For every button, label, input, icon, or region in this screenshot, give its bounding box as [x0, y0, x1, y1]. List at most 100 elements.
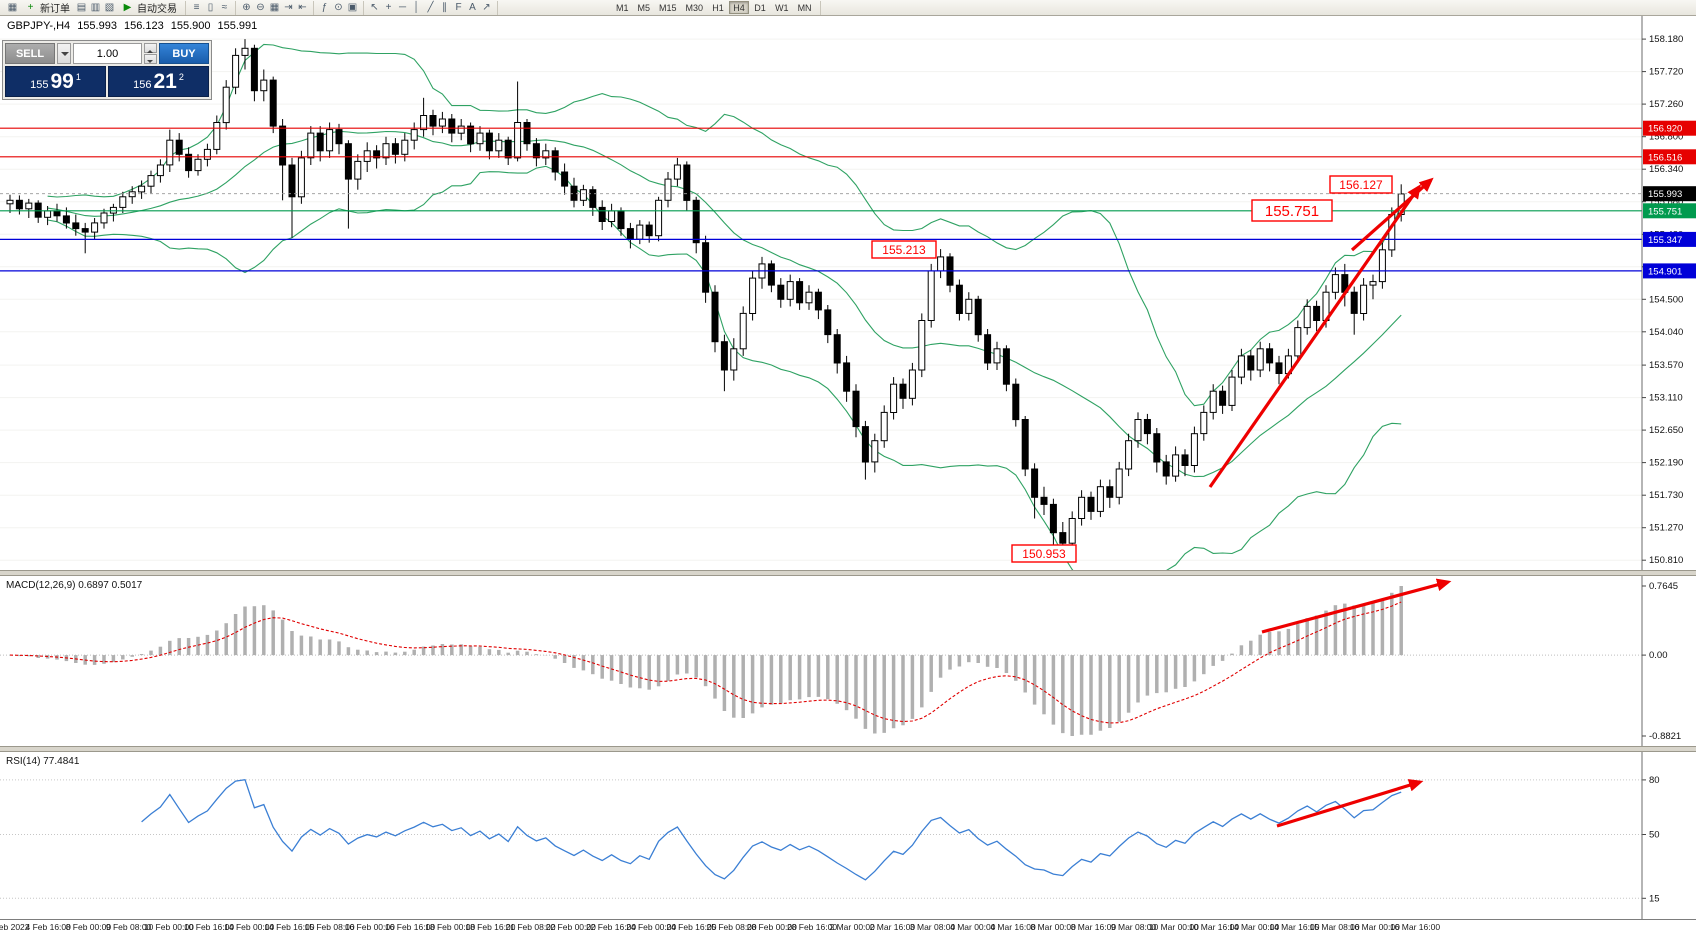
- trend-arrow[interactable]: [1276, 779, 1424, 828]
- price-axis-label: 154.040: [1649, 327, 1683, 338]
- pane-separator[interactable]: [0, 746, 1696, 752]
- chart-shift-icon[interactable]: ⇤: [296, 1, 309, 14]
- time-axis-label: 22 Feb 00:00: [545, 922, 596, 932]
- timeframe-m5[interactable]: M5: [634, 1, 655, 14]
- time-axis-label: 14 Mar 16:00: [1269, 922, 1320, 932]
- crosshair-icon[interactable]: +: [382, 1, 395, 14]
- pane-separator[interactable]: [0, 570, 1696, 576]
- volume-stepper: [144, 43, 157, 64]
- toolbar: ▦ + 新订单 ▤ ▥ ▧ ▶ 自动交易 ≡ ▯ ≈ ⊕ ⊖ ▦ ⇥ ⇤ ƒ ⊙ ▣ ↖ + ─ │ ╱ ∥ F A ↗ M1 M5 M15…: [0, 0, 1696, 16]
- macd-signal-line: [9, 601, 1402, 724]
- macd-panel[interactable]: 0.7645 0.00 -0.8821: [0, 576, 1696, 746]
- timeframe-m1[interactable]: M1: [612, 1, 633, 14]
- time-axis-label: 2 Mar 16:00: [869, 922, 916, 932]
- time-axis-label: 14 Mar 00:00: [1229, 922, 1280, 932]
- timeframe-m30[interactable]: M30: [682, 1, 708, 14]
- data-window-icon[interactable]: ▥: [90, 2, 101, 13]
- order-type-dropdown[interactable]: [57, 43, 71, 64]
- price-axis-label: 156.800: [1649, 132, 1683, 143]
- rsi-panel[interactable]: 80 50 15: [0, 752, 1696, 919]
- chart-ohlc-header: GBPJPY-,H4 155.993 156.123 155.900 155.9…: [7, 20, 257, 32]
- auto-scroll-icon[interactable]: ⇥: [282, 1, 295, 14]
- fibonacci-icon[interactable]: F: [452, 1, 465, 14]
- horizontal-line-icon[interactable]: ─: [396, 1, 409, 14]
- time-axis-label: 14 Feb 00:00: [224, 922, 275, 932]
- main-price-chart[interactable]: 158.180 157.720 157.260 156.800 156.340 155.8…: [0, 16, 1696, 570]
- trend-arrow[interactable]: [1261, 578, 1452, 634]
- chart-window-icon[interactable]: ▦: [7, 2, 18, 13]
- time-axis-label: 16 Feb 00:00: [344, 922, 395, 932]
- ask-pips: 21: [153, 70, 177, 93]
- toolbar-group-zoom: ⊕ ⊖ ▦ ⇥ ⇤: [236, 0, 314, 15]
- price-axis-label: 152.190: [1649, 458, 1683, 469]
- candlestick-chart-icon[interactable]: ▯: [204, 1, 217, 14]
- zoom-out-icon[interactable]: ⊖: [254, 1, 267, 14]
- buy-button[interactable]: BUY: [159, 43, 209, 64]
- time-axis-label: 16 Feb 16:00: [384, 922, 436, 932]
- time-axis-label: 16 Mar 16:00: [1389, 922, 1441, 932]
- close-value: 155.991: [217, 20, 258, 32]
- toolbar-group-tools: ƒ ⊙ ▣: [314, 0, 364, 15]
- time-axis-label: 16 Mar 00:00: [1349, 922, 1400, 932]
- timeframe-h4[interactable]: H4: [729, 1, 750, 14]
- timeframe-m15[interactable]: M15: [655, 1, 681, 14]
- line-chart-icon[interactable]: ≈: [218, 1, 231, 14]
- time-axis-label: 15 Feb 08:00: [304, 922, 355, 932]
- cursor-icon[interactable]: ↖: [368, 1, 381, 14]
- toolbar-group-timeframes: M1 M5 M15 M30 H1 H4 D1 W1 MN: [608, 0, 821, 15]
- open-value: 155.993: [77, 20, 117, 32]
- macd-axis-label: -0.8821: [1649, 731, 1681, 742]
- timeframe-d1[interactable]: D1: [750, 1, 770, 14]
- sell-button[interactable]: SELL: [5, 43, 55, 64]
- navigator-icon[interactable]: ▧: [104, 2, 115, 13]
- price-annotation-text: 155.213: [882, 243, 926, 257]
- arrows-icon[interactable]: ↗: [480, 1, 493, 14]
- high-value: 156.123: [123, 20, 164, 32]
- periods-icon[interactable]: ⊙: [332, 1, 345, 14]
- volume-down-button[interactable]: [144, 54, 157, 64]
- price-annotation[interactable]: [1329, 175, 1393, 194]
- trendline-icon[interactable]: ╱: [424, 1, 437, 14]
- time-axis-label: 14 Feb 16:00: [264, 922, 315, 932]
- templates-icon[interactable]: ▣: [347, 2, 358, 13]
- auto-trading-button-label: 自动交易: [137, 4, 177, 15]
- time-axis-label: 4 Feb 2022: [0, 922, 30, 932]
- toolbar-group-file: ▦ + 新订单 ▤ ▥ ▧ ▶ 自动交易: [2, 0, 186, 15]
- bollinger-band-line: [47, 43, 1402, 407]
- new-order-icon: +: [27, 2, 34, 13]
- timeframe-h1[interactable]: H1: [708, 1, 728, 14]
- price-axis-label: 151.730: [1649, 490, 1683, 501]
- trend-arrow[interactable]: [1208, 184, 1422, 488]
- indicators-icon[interactable]: ƒ: [318, 1, 331, 14]
- price-annotation[interactable]: [871, 240, 937, 259]
- tile-windows-icon[interactable]: ▦: [269, 2, 280, 13]
- low-value: 155.900: [170, 20, 211, 32]
- timeframe-w1[interactable]: W1: [771, 1, 793, 14]
- volume-up-button[interactable]: [144, 43, 157, 53]
- price-annotation-text: 155.751: [1265, 203, 1319, 220]
- auto-trading-button[interactable]: ▶ 自动交易: [117, 1, 181, 15]
- time-axis-label: 10 Mar 16:00: [1188, 922, 1240, 932]
- time-axis-label: 24 Feb 16:00: [666, 922, 717, 932]
- price-annotation[interactable]: [1251, 199, 1333, 222]
- market-watch-icon[interactable]: ▤: [76, 2, 87, 13]
- text-label-icon[interactable]: A: [466, 1, 479, 14]
- vertical-line-icon[interactable]: │: [410, 1, 423, 14]
- bar-chart-icon[interactable]: ≡: [190, 1, 203, 14]
- price-axis-label: 154.500: [1649, 294, 1683, 305]
- equidistant-channel-icon[interactable]: ∥: [438, 1, 451, 14]
- time-axis-label: 9 Feb 08:00: [105, 922, 152, 932]
- time-axis-label: 10 Feb 00:00: [143, 922, 194, 932]
- trend-arrow[interactable]: [1350, 177, 1434, 252]
- new-order-button-label: 新订单: [40, 4, 70, 15]
- toolbar-group-objects: ↖ + ─ │ ╱ ∥ F A ↗: [364, 0, 498, 15]
- price-annotation[interactable]: [1011, 544, 1077, 563]
- timeframe-mn[interactable]: MN: [794, 1, 816, 14]
- macd-histogram: [17, 586, 1403, 736]
- volume-input[interactable]: [73, 43, 142, 64]
- zoom-in-icon[interactable]: ⊕: [240, 1, 253, 14]
- time-axis-label: 2 Mar 00:00: [829, 922, 875, 932]
- new-order-button[interactable]: + 新订单: [20, 1, 74, 15]
- price-annotation-text: 156.127: [1339, 178, 1383, 192]
